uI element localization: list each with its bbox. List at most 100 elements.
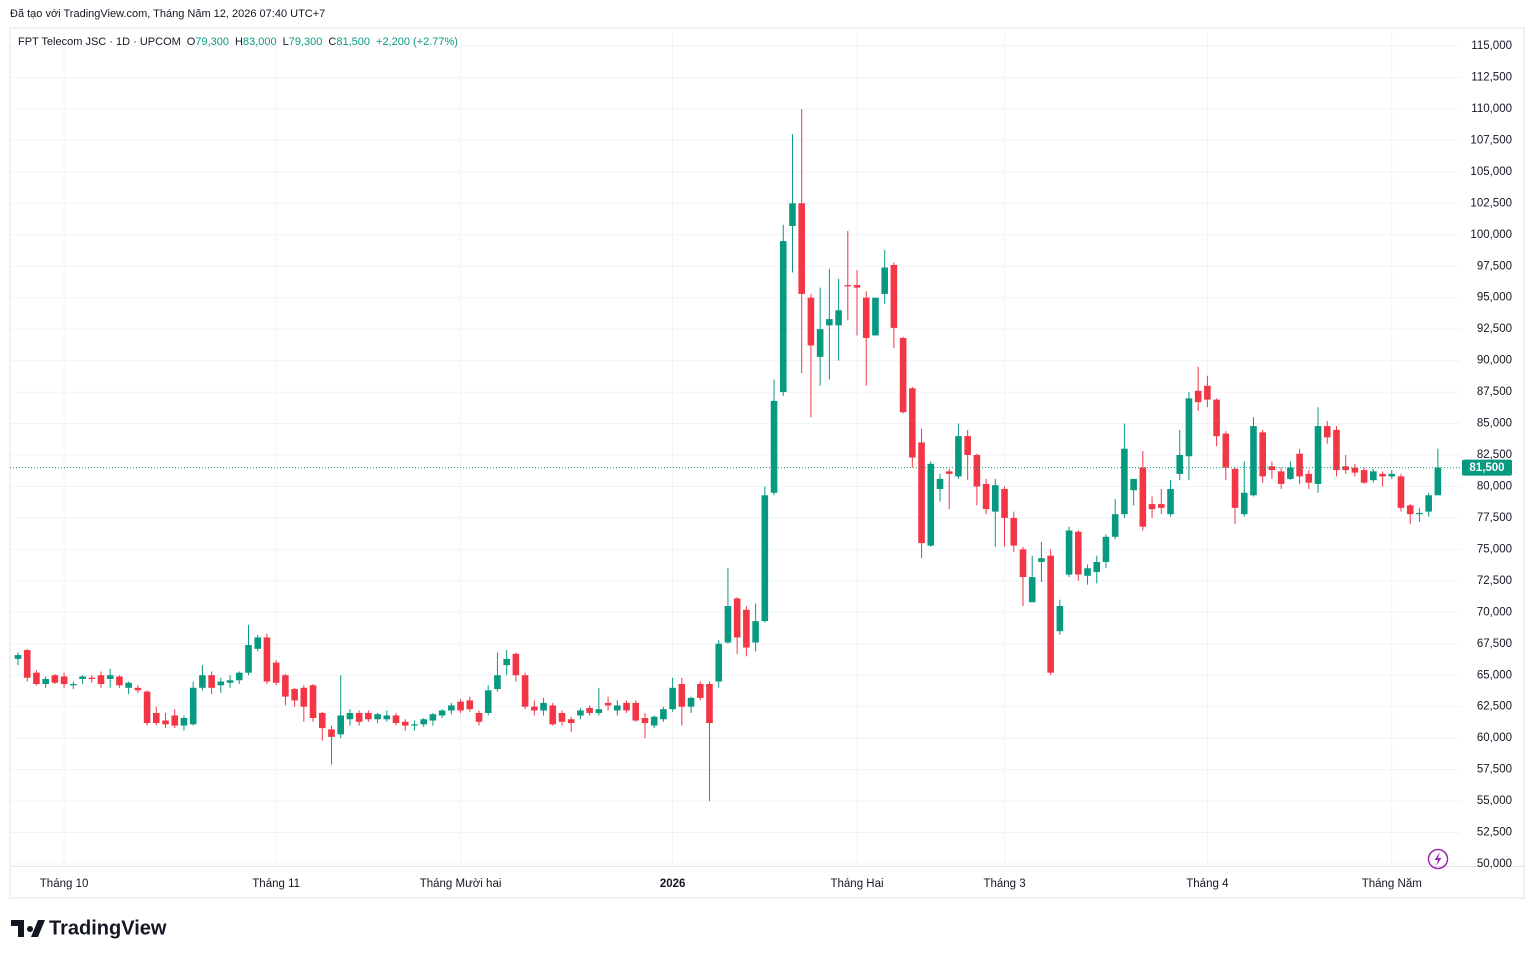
candle-body (706, 684, 713, 724)
candle-body (1379, 473, 1386, 477)
candle-body (872, 297, 879, 336)
y-tick-label: 107,500 (1470, 134, 1512, 146)
candle-body (835, 310, 842, 326)
y-tick-label: 62,500 (1477, 701, 1512, 713)
candle-body (1259, 432, 1266, 477)
candle-body (484, 690, 492, 713)
y-tick-label: 90,000 (1477, 355, 1512, 367)
y-tick-label: 112,500 (1471, 72, 1512, 84)
candle-body (1028, 577, 1036, 603)
candle-body (217, 681, 225, 686)
candle-body (1370, 471, 1377, 481)
candle-body (88, 677, 96, 679)
candle-body (125, 682, 132, 688)
candle-body (678, 684, 686, 707)
axes: 50,000 52,500 55,000 57,500 60,000 62,500 65,0… (40, 40, 1512, 890)
candle-body (337, 715, 344, 735)
y-tick-label: 97,500 (1477, 260, 1512, 272)
candle-body (383, 715, 391, 720)
y-tick-label: 102,500 (1470, 197, 1512, 209)
candle-body (116, 676, 123, 686)
candle-body (1019, 549, 1027, 578)
ohlc-legend: FPT Telecom JSC · 1D · UPCOM O79,300 H83,0… (18, 36, 458, 48)
candle-body (936, 478, 944, 489)
y-tick-label: 95,000 (1477, 292, 1512, 304)
candle-body (614, 705, 621, 711)
candle-body (982, 483, 990, 510)
candle-body (512, 653, 520, 676)
candle-body (1434, 467, 1442, 496)
candle-body (475, 712, 483, 722)
candle-body (1268, 466, 1276, 471)
candle-body (411, 724, 418, 726)
candle-body (1213, 399, 1220, 437)
candle-body (282, 675, 289, 697)
candle-body (1176, 455, 1184, 474)
candle-body (14, 655, 22, 659)
x-tick-label: Tháng 11 (252, 878, 300, 890)
candle-body (1222, 433, 1230, 468)
last-price-box (1462, 459, 1512, 476)
candle-body (235, 672, 243, 681)
y-tick-label: 110,000 (1471, 103, 1512, 115)
candle-body (604, 702, 612, 706)
y-tick-label: 67,500 (1477, 638, 1512, 650)
last-price-label: 81,500 (1469, 462, 1504, 474)
x-tick-label: Tháng 4 (1186, 878, 1229, 890)
candle-body (770, 400, 778, 493)
candle-body (669, 687, 676, 710)
candle-body (733, 598, 741, 638)
candle-body (964, 436, 971, 456)
candle-body (1351, 467, 1359, 473)
candle-body (346, 712, 354, 720)
candle-body (374, 714, 381, 720)
candle-body (466, 700, 474, 710)
candle-body (844, 285, 852, 287)
x-tick-label: Tháng Mười hai (420, 878, 502, 890)
candle-body (180, 718, 188, 726)
candle-body (143, 691, 151, 724)
candle-body (1102, 536, 1110, 562)
y-tick-label: 115,000 (1471, 40, 1512, 52)
candle-body (106, 675, 114, 679)
legend-value: 83,000 (243, 36, 277, 48)
logo-text: TradingView (49, 917, 167, 939)
candle-body (245, 645, 252, 673)
y-tick-label: 52,500 (1477, 827, 1512, 839)
y-tick-label: 105,000 (1470, 166, 1512, 178)
candle-body (955, 436, 962, 477)
candle-body (23, 650, 31, 678)
logo[interactable]: TradingView (11, 917, 167, 939)
candle-body (816, 329, 824, 357)
candle-body (60, 676, 68, 685)
candle-body (448, 705, 455, 711)
candle-body (291, 689, 298, 701)
candle-body (558, 712, 566, 722)
x-tick-label: Tháng 3 (983, 878, 1025, 890)
candle-body (503, 658, 510, 666)
candle-body (650, 716, 658, 726)
candle-body (42, 678, 49, 685)
candle-body (97, 675, 105, 685)
candle-body (1084, 568, 1091, 576)
candle-body (567, 719, 575, 724)
candle-body (862, 297, 870, 338)
candle-body (33, 672, 40, 685)
candle-body (1194, 390, 1202, 403)
candle-body (1157, 504, 1165, 508)
candle-body (263, 637, 271, 682)
candle-body (328, 729, 335, 737)
candle-body (1185, 398, 1193, 457)
credit: Đã tạo với TradingView.com, Tháng Năm 12… (10, 8, 325, 20)
legend-change: +2,200 (+2.77%) (376, 36, 458, 48)
candle-body (420, 719, 427, 725)
candle-body (1406, 505, 1414, 515)
candle-body (1388, 473, 1396, 477)
x-tick-label: 2026 (660, 878, 686, 890)
candle-body (79, 676, 86, 679)
candle-body (623, 702, 630, 711)
alert-icon[interactable] (1427, 848, 1449, 870)
y-tick-label: 57,500 (1477, 764, 1512, 776)
candle-body (1111, 514, 1119, 537)
